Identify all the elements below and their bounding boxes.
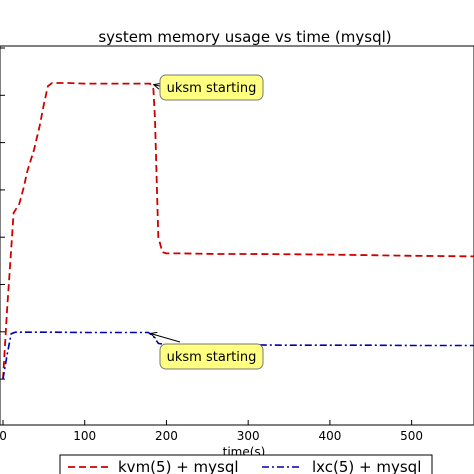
series-line-lxc bbox=[2, 331, 474, 380]
x-tick-label: 500 bbox=[400, 429, 423, 443]
x-tick-label: 400 bbox=[318, 429, 341, 443]
x-tick-label: 200 bbox=[155, 429, 178, 443]
annotation-arrowhead bbox=[149, 331, 158, 339]
x-tick-label: 0 bbox=[0, 429, 7, 443]
series-layer bbox=[2, 82, 474, 380]
annotation-arrow bbox=[150, 333, 181, 343]
x-tick-label: 100 bbox=[73, 429, 96, 443]
annotations-layer: uksm starting uksm starting bbox=[149, 74, 264, 370]
annotation-box bbox=[159, 343, 264, 370]
legend-label-kvm: kvm(5) + mysql bbox=[118, 458, 239, 474]
x-axis-ticks: 0 100 200 300 400 500 bbox=[0, 420, 423, 443]
series-line-kvm bbox=[2, 82, 474, 380]
chart-title: system memory usage vs time (mysql) bbox=[98, 28, 391, 46]
legend-label-lxc: lxc(5) + mysql bbox=[312, 458, 421, 474]
annotation-text: uksm starting bbox=[167, 350, 257, 365]
legend-box bbox=[59, 454, 433, 474]
y-axis-ticks bbox=[0, 47, 5, 380]
annotation-text: uksm starting bbox=[167, 81, 257, 96]
x-tick-label: 300 bbox=[237, 429, 260, 443]
annotation-box bbox=[159, 74, 264, 101]
annotation-arrowhead bbox=[152, 82, 161, 90]
legend: kvm(5) + mysql lxc(5) + mysql bbox=[59, 454, 433, 474]
